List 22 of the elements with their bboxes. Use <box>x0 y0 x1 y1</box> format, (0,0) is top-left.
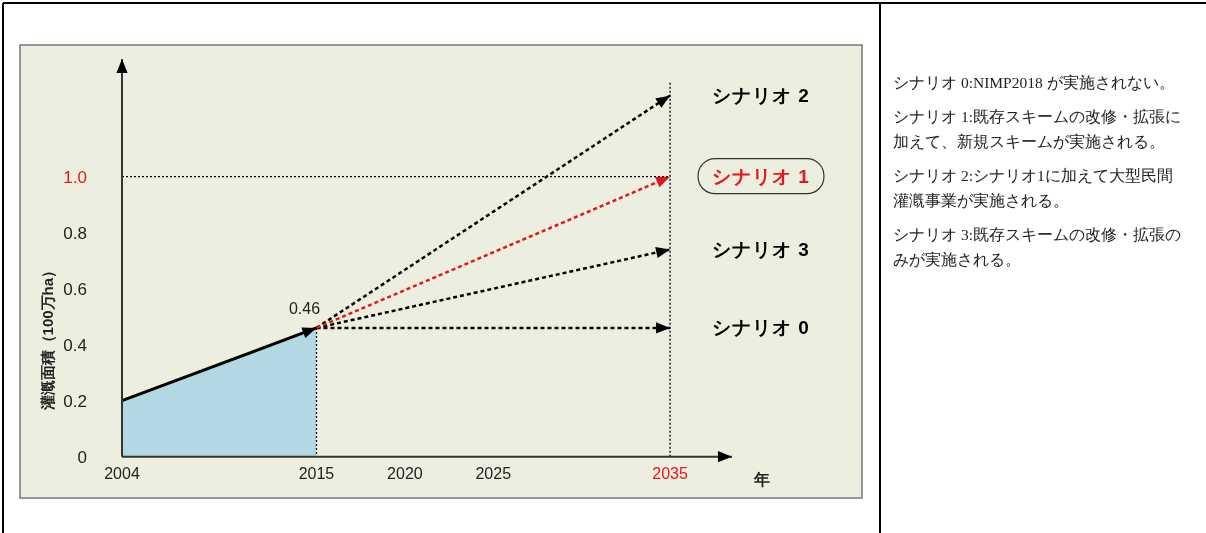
text: シナリオ 2:シナリオ1に加えて大型民間灌漑事業が実施される。 <box>893 166 1174 211</box>
y-tick-label: 0 <box>77 447 87 467</box>
y-axis-title: 灌漑面積（100万ha） <box>39 262 56 412</box>
x-tick-label: 2025 <box>475 464 512 482</box>
text: シナリオ 0 <box>712 316 810 338</box>
y-tick-label: 1.0 <box>63 167 87 187</box>
x-tick-label: 2020 <box>387 464 423 482</box>
x-tick-label: 2015 <box>298 464 335 482</box>
text: シナリオ 1:既存スキームの改修・拡張に加えて、新規スキームが実施される。 <box>893 107 1182 152</box>
text: シナリオ 2 <box>712 84 810 106</box>
x-tick-label: 2004 <box>104 464 140 482</box>
x-tick-label: 2035 <box>652 464 688 482</box>
text: シナリオ 3 <box>712 238 810 260</box>
annotation: 0.46 <box>288 299 321 317</box>
y-tick-label: 0.2 <box>63 391 87 411</box>
text: シナリオ 3:既存スキームの改修・拡張のみが実施される。 <box>893 225 1182 270</box>
y-tick-label: 0.4 <box>63 335 87 355</box>
y-tick-label: 0.8 <box>63 223 87 243</box>
x-axis-title: 年 <box>752 470 770 488</box>
y-tick-label: 0.6 <box>63 279 87 299</box>
text: シナリオ 0:NIMP2018 が実施されない。 <box>893 73 1176 93</box>
text: シナリオ 1 <box>712 165 810 187</box>
